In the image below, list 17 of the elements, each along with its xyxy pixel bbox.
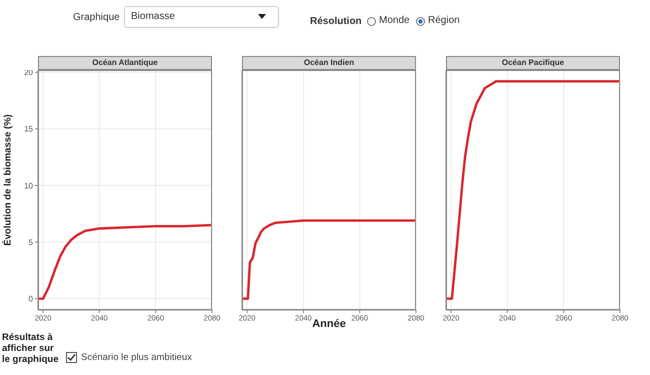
y-tick-label: 10	[24, 181, 34, 190]
chart-title: Océan Atlantique	[38, 56, 212, 70]
text: Résolution	[310, 16, 362, 27]
y-tick-label: 5	[28, 238, 34, 247]
chart-title: Océan Pacifique	[446, 56, 620, 70]
text: Scénario le plus ambitieux	[81, 352, 192, 363]
text: Résultats à afficher sur le graphique	[2, 332, 60, 365]
y-tick-label: 0	[28, 294, 34, 304]
x-axis-title: Année	[312, 318, 346, 330]
text: Graphique	[73, 12, 120, 23]
y-tick-label: 15	[24, 124, 34, 134]
y-axis-title: Évolution de la biomasse (%)	[2, 114, 14, 246]
text: Monde	[379, 15, 410, 26]
line-series	[38, 224, 212, 300]
text: Biomasse	[131, 11, 175, 22]
chart-title: Océan Indien	[242, 56, 416, 70]
text: Région	[428, 15, 460, 26]
